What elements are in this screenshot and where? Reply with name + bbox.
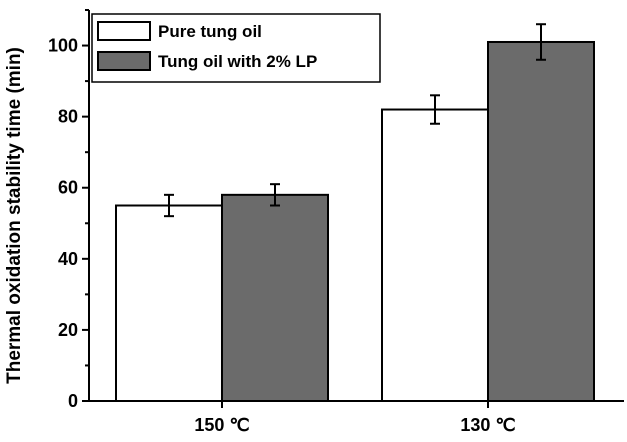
- bar-lp-0: [221, 193, 329, 402]
- y-tick-label: 20: [58, 320, 78, 340]
- bar-pure-1: [381, 108, 489, 402]
- error-bar-lp-0: [270, 183, 280, 207]
- legend-label-lp: Tung oil with 2% LP: [158, 52, 317, 71]
- legend: Pure tung oil Tung oil with 2% LP: [91, 13, 381, 83]
- y-tick-label: 0: [68, 391, 78, 411]
- x-tick-label: 150 ℃: [194, 415, 249, 435]
- y-tick-label: 100: [48, 36, 78, 56]
- x-tick-label: 130 ℃: [460, 415, 515, 435]
- legend-swatch-lp: [97, 51, 151, 71]
- error-bar-lp-1: [536, 23, 546, 61]
- y-tick-label: 80: [58, 107, 78, 127]
- bar-lp-1: [487, 40, 595, 403]
- bar-pure-0: [115, 204, 223, 402]
- error-bars-group: [164, 23, 546, 218]
- legend-swatch-pure: [97, 21, 151, 41]
- y-axis-label: Thermal oxidation stability time (min): [4, 47, 25, 384]
- error-bar-pure-0: [164, 193, 174, 218]
- error-bar-pure-1: [430, 94, 440, 125]
- y-tick-label: 60: [58, 178, 78, 198]
- bars-group: [115, 40, 595, 403]
- y-tick-label: 40: [58, 249, 78, 269]
- axes-group: 0 20 40 60 80 100 150 ℃ 130 ℃: [48, 9, 624, 435]
- legend-label-pure: Pure tung oil: [158, 22, 262, 41]
